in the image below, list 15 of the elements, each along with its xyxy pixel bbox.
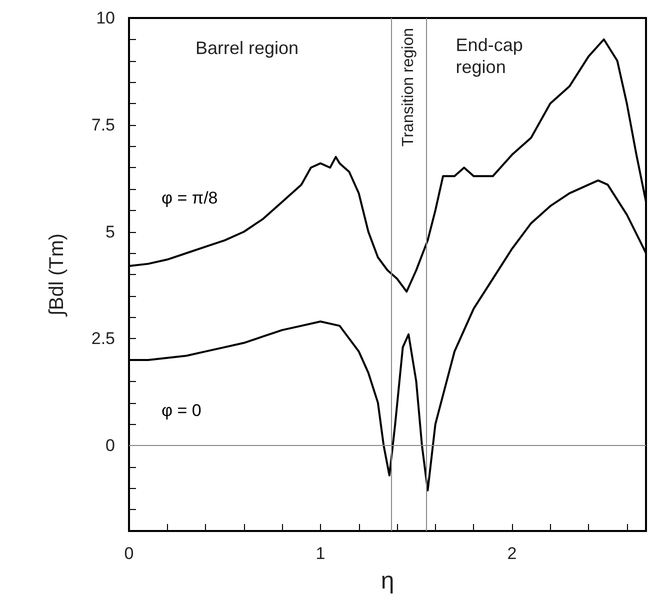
- x-tick-label: 0: [124, 544, 134, 563]
- y-tick-label: 0: [106, 436, 115, 455]
- annotation: Barrel region: [196, 38, 299, 58]
- y-axis-title: ∫Bdl (Tm): [46, 233, 68, 317]
- y-tick-label: 7.5: [91, 115, 115, 134]
- y-tick-label: 10: [96, 8, 115, 28]
- text: φ = 0: [161, 401, 202, 420]
- y-tick-label: 2.5: [91, 329, 115, 348]
- y-tick-label: 5: [106, 222, 115, 242]
- annotation: End-cap region: [456, 35, 528, 77]
- x-tick-label: 2: [507, 544, 517, 563]
- annotation: Transition region: [400, 28, 418, 147]
- series-label: φ = π/8: [161, 188, 218, 208]
- x-axis-title: η: [380, 568, 394, 594]
- x-tick-label: 1: [316, 544, 326, 563]
